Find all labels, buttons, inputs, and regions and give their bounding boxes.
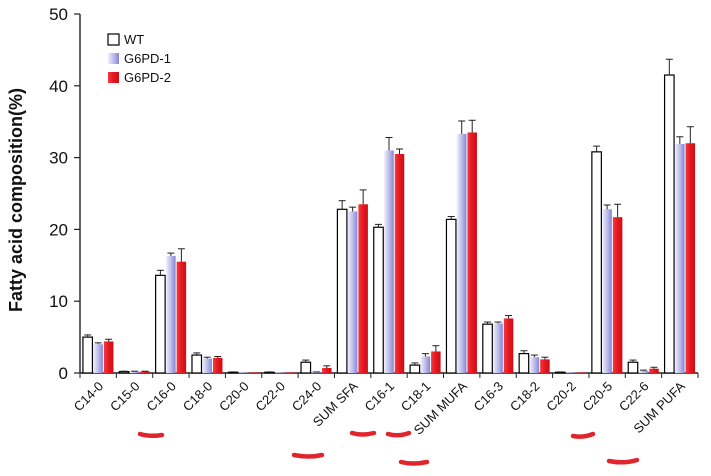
bar-g6pd-2-c20-5 (612, 217, 623, 373)
y-tick-label-20: 20 (49, 220, 68, 239)
x-tick-label-c20-0: C20-0 (216, 379, 252, 415)
bar-g6pd-2-c22-0 (285, 372, 296, 373)
bar-g6pd-2-c18-0 (212, 357, 223, 373)
red-underline-sum-pufa (606, 457, 640, 465)
bar-g6pd-1-c14-0 (93, 344, 103, 373)
bar-g6pd-2-sum-sfa (358, 204, 368, 373)
bar-g6pd-2-c14-0 (103, 341, 114, 373)
x-tick-label-c14-0: C14-0 (71, 379, 107, 415)
bars (82, 58, 696, 374)
legend-swatch-g6pd-1 (108, 53, 119, 64)
bar-wt-c14-0 (82, 336, 94, 374)
bar-g6pd-2-c16-1 (394, 154, 405, 373)
bar-wt-c18-0 (191, 354, 203, 374)
bar-wt-c15-0 (118, 370, 130, 374)
bar-g6pd-1-c22-6 (638, 370, 649, 373)
bar-g6pd-1-c20-0 (238, 372, 249, 373)
bar-g6pd-1-sum-pufa (675, 143, 685, 373)
red-underline-c18-1 (385, 430, 412, 438)
bar-wt-sum-sfa (336, 208, 348, 374)
x-tick-label-c18-0: C18-0 (180, 379, 216, 415)
y-axis-label: Fatty acid composition(%) (6, 88, 26, 312)
x-tick-label-c16-0: C16-0 (143, 379, 179, 415)
x-tick-label-c20-2: C20-2 (543, 379, 579, 415)
y-tick-label-50: 50 (49, 5, 68, 24)
bar-wt-sum-mufa (445, 218, 457, 374)
x-tick-label-c16-3: C16-3 (471, 379, 507, 415)
bar-g6pd-1-c16-3 (493, 323, 503, 373)
red-underline-sum-mufa (398, 459, 430, 466)
x-tick-label-c22-0: C22-0 (252, 379, 288, 415)
legend-label-g6pd-2: G6PD-2 (124, 70, 171, 85)
bar-g6pd-2-sum-mufa (467, 132, 477, 373)
bar-wt-c24-0 (300, 361, 312, 374)
bar-g6pd-1-c22-0 (275, 372, 285, 373)
bar-wt-sum-pufa (663, 74, 675, 374)
bar-g6pd-2-c20-2 (576, 372, 587, 373)
legend-label-wt: WT (124, 32, 144, 47)
bar-g6pd-1-c15-0 (129, 371, 140, 373)
bar-g6pd-1-c18-2 (529, 357, 540, 373)
annotation-marks (137, 430, 640, 466)
x-tick-label-c20-5: C20-5 (580, 379, 616, 415)
x-tick-label-c15-0: C15-0 (107, 379, 143, 415)
bar-g6pd-1-c20-2 (566, 372, 576, 373)
bar-g6pd-2-c16-0 (176, 261, 187, 373)
bar-g6pd-2-c15-0 (140, 371, 150, 373)
y-tick-label-0: 0 (59, 364, 68, 383)
bar-g6pd-2-c18-1 (431, 351, 441, 373)
bar-wt-c22-6 (627, 361, 639, 374)
bar-g6pd-1-sum-mufa (456, 133, 467, 373)
x-tick-label-c18-2: C18-2 (507, 379, 543, 415)
y-tick-label-40: 40 (49, 77, 68, 96)
bar-g6pd-2-c24-0 (322, 367, 332, 373)
bar-wt-c20-5 (591, 151, 602, 374)
bar-g6pd-2-c16-3 (503, 318, 514, 373)
bar-wt-c16-1 (373, 226, 384, 374)
bar-g6pd-1-c18-0 (202, 358, 212, 373)
bar-g6pd-1-c20-5 (602, 209, 612, 373)
bar-g6pd-1-c16-1 (384, 150, 394, 373)
y-ticks: 0 10 20 30 40 50 (49, 5, 80, 383)
bar-g6pd-1-c16-0 (166, 255, 176, 373)
bar-g6pd-2-c18-2 (540, 359, 550, 373)
bar-g6pd-2-c22-6 (649, 368, 659, 373)
legend-label-g6pd-1: G6PD-1 (124, 51, 171, 66)
bar-g6pd-2-sum-pufa (685, 143, 696, 373)
legend-swatch-g6pd-2 (108, 72, 119, 83)
y-tick-label-10: 10 (49, 292, 68, 311)
legend-swatch-wt (107, 33, 120, 46)
bar-wt-c16-3 (482, 323, 493, 374)
legend: WT G6PD-1 G6PD-2 (107, 32, 171, 85)
red-underline-sum-sfa (291, 452, 325, 459)
y-axis: 0 10 20 30 40 50 Fatty acid composition(%) (6, 5, 81, 383)
bar-wt-c16-0 (155, 274, 166, 374)
y-tick-label-30: 30 (49, 149, 68, 168)
bar-wt-c18-1 (409, 364, 421, 374)
red-underline-c20-5 (570, 431, 596, 439)
bar-wt-c18-2 (518, 353, 530, 374)
bar-g6pd-2-c20-0 (249, 372, 259, 373)
red-underline-c16-0 (137, 431, 165, 439)
bar-g6pd-1-c18-1 (420, 356, 431, 373)
bar-g6pd-1-c24-0 (311, 372, 322, 373)
x-tick-label-c16-1: C16-1 (361, 379, 397, 415)
bar-g6pd-1-sum-sfa (347, 211, 358, 373)
red-underline-c16-1 (349, 430, 377, 437)
